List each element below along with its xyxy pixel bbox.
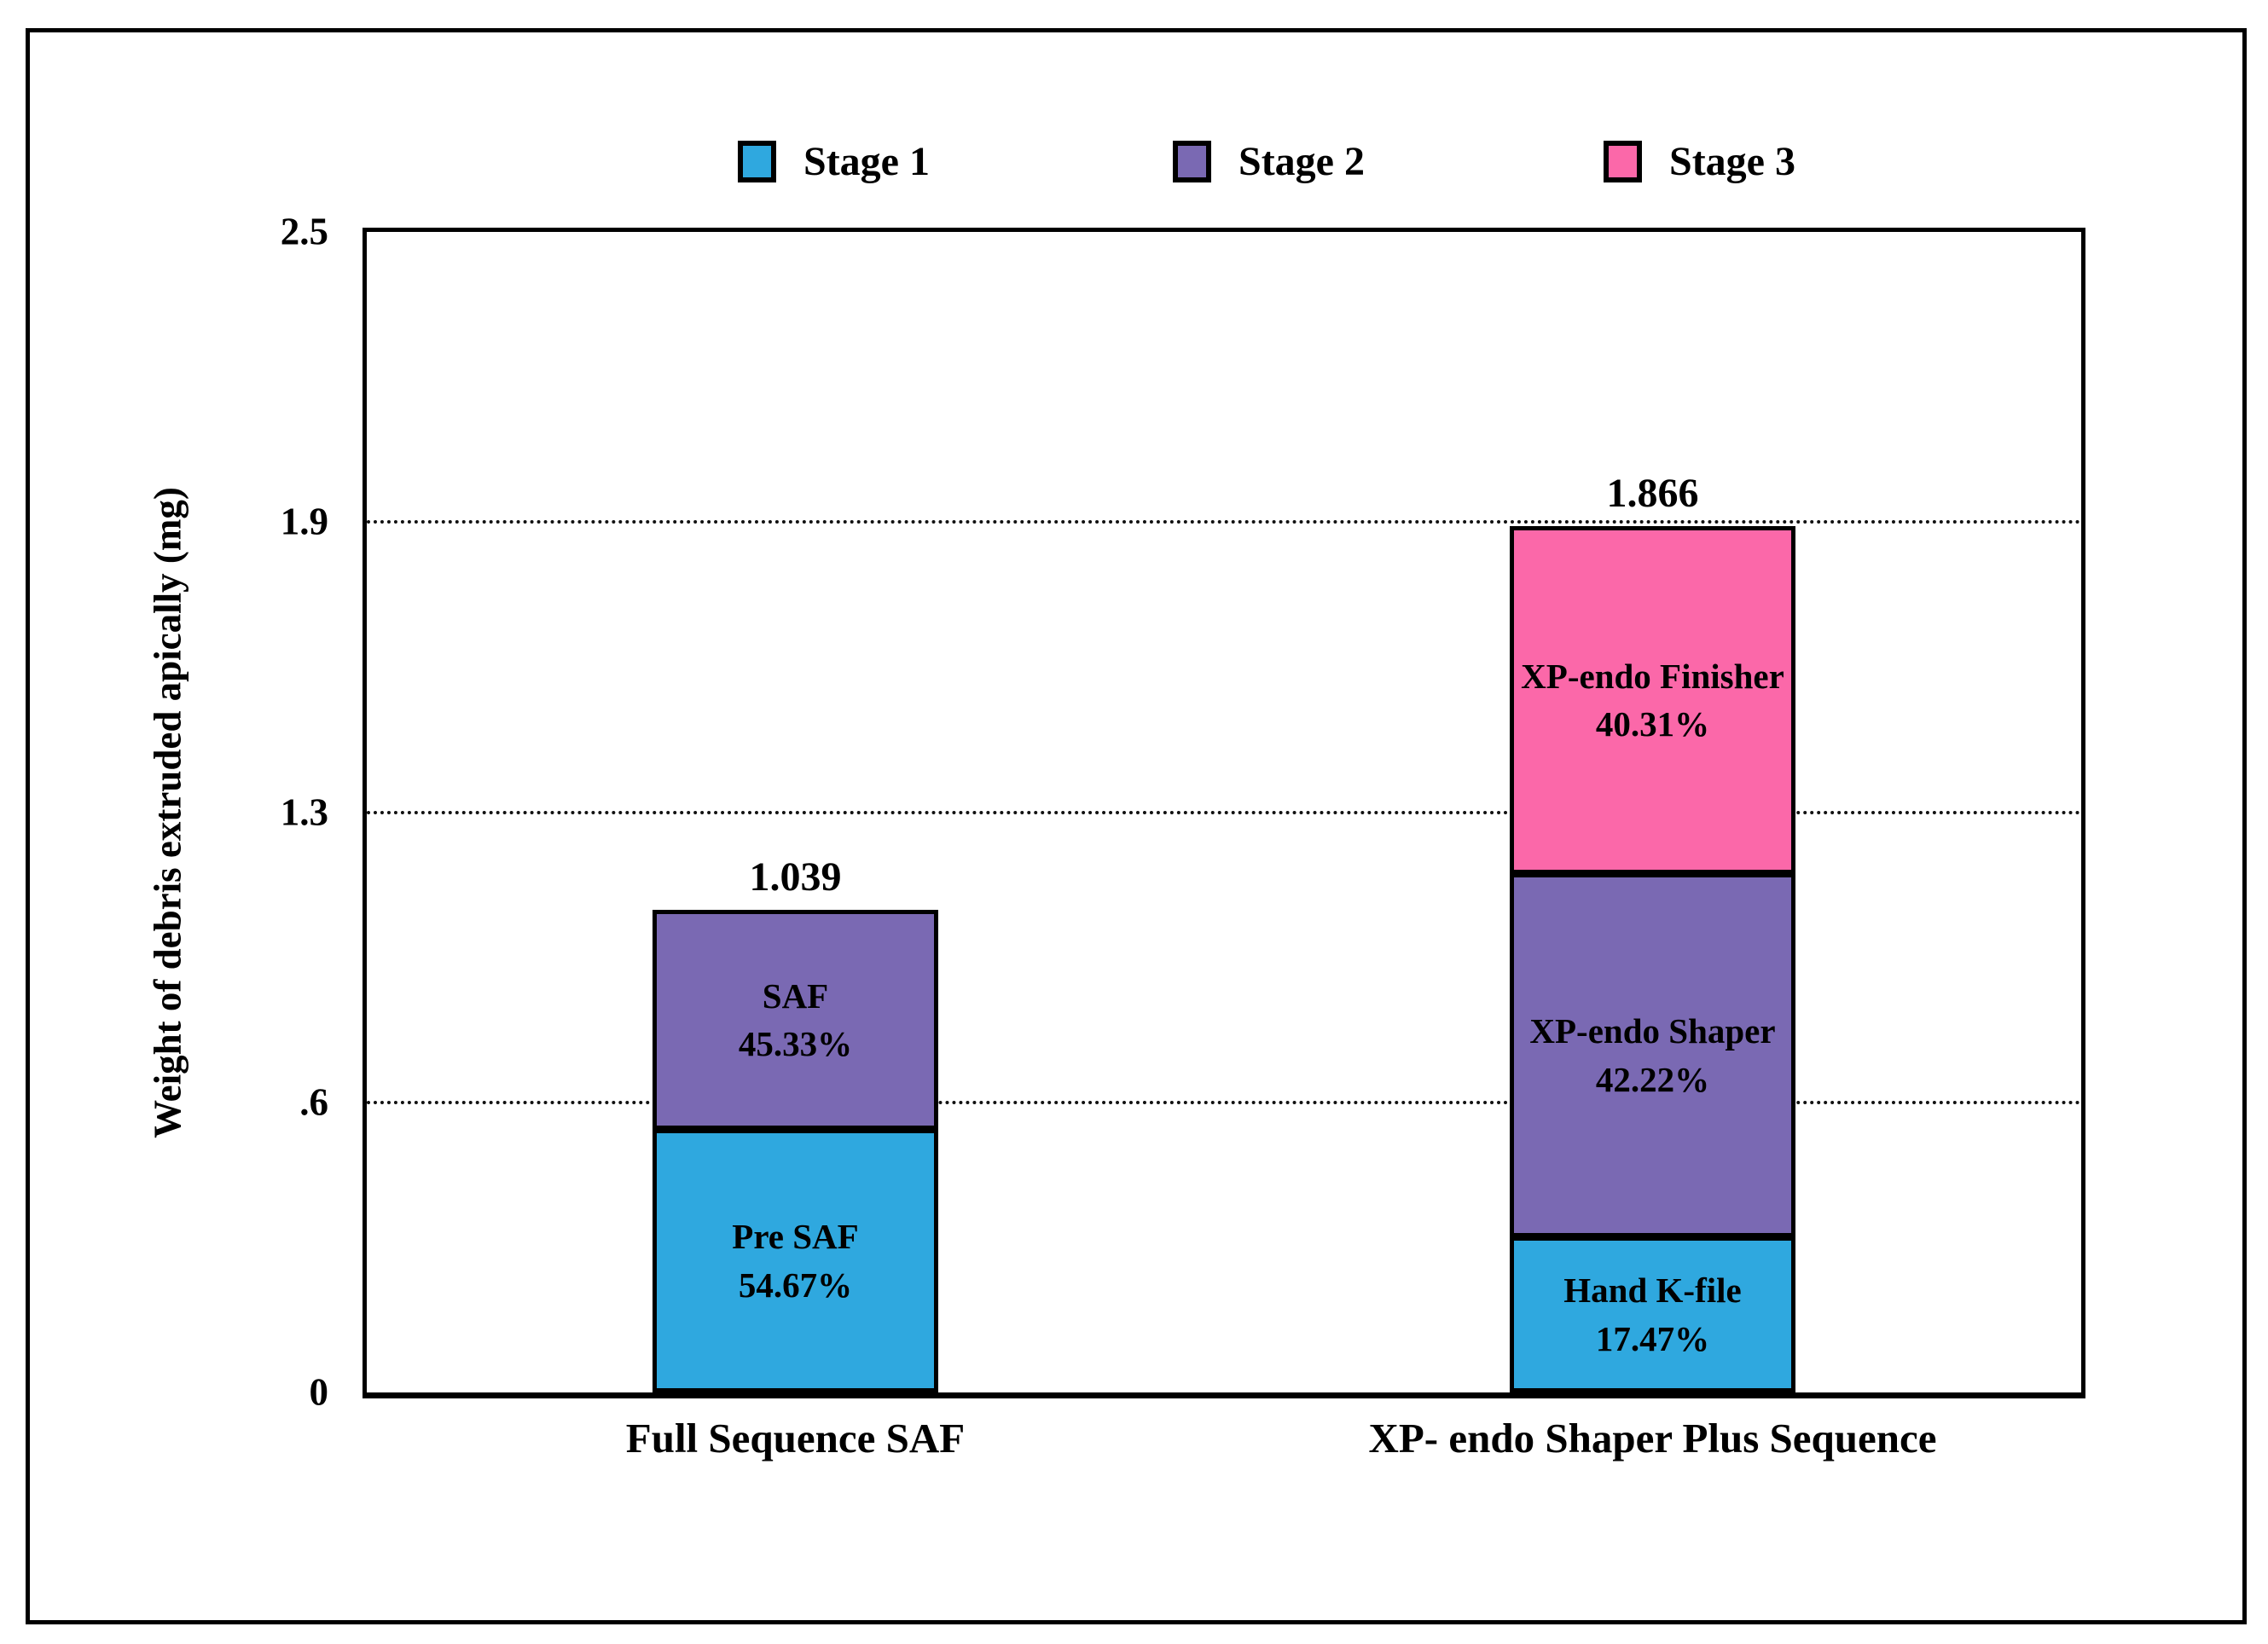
segment-percent: 17.47% bbox=[1595, 1318, 1710, 1358]
x-category-label: XP- endo Shaper Plus Sequence bbox=[1368, 1415, 1937, 1462]
y-tick-label: 1.9 bbox=[280, 500, 328, 543]
gridline bbox=[367, 1100, 2081, 1104]
segment-name: SAF bbox=[762, 975, 829, 1016]
x-category-label: Full Sequence SAF bbox=[625, 1415, 966, 1462]
bar-segment: Pre SAF 54.67% bbox=[657, 1133, 934, 1388]
segment-name: XP-endo Shaper bbox=[1529, 1011, 1776, 1051]
y-tick-label: 0 bbox=[309, 1370, 329, 1414]
legend-label: Stage 2 bbox=[1238, 138, 1365, 184]
legend-label: Stage 1 bbox=[803, 138, 930, 184]
y-axis-title: Weight of debris extruded apically (mg) bbox=[146, 487, 189, 1138]
legend-item: Stage 2 bbox=[1173, 141, 1365, 182]
y-tick-label: .6 bbox=[299, 1080, 328, 1124]
plot-inner: SAF 45.33% Pre SAF 54.67% 1.039 XP-endo Finis… bbox=[367, 232, 2081, 1392]
chart-legend: Stage 1 Stage 2 Stage 3 bbox=[0, 141, 2268, 200]
bar-total-label: 1.866 bbox=[1606, 471, 1699, 517]
stacked-bar: XP-endo Finisher 40.31% XP-endo Shaper 42.2… bbox=[1510, 526, 1795, 1392]
segment-name: Pre SAF bbox=[732, 1217, 859, 1256]
segment-percent: 45.33% bbox=[738, 1024, 853, 1064]
y-tick-label: 2.5 bbox=[280, 210, 328, 253]
gridline bbox=[367, 810, 2081, 814]
gridline bbox=[367, 520, 2081, 524]
bar-segment: SAF 45.33% bbox=[657, 914, 934, 1134]
segment-percent: 54.67% bbox=[738, 1265, 853, 1305]
legend-label: Stage 3 bbox=[1669, 138, 1795, 184]
stacked-bar: SAF 45.33% Pre SAF 54.67% bbox=[653, 910, 938, 1392]
bar-segment: XP-endo Finisher 40.31% bbox=[1514, 530, 1791, 878]
bar-segment: Hand K-file 17.47% bbox=[1514, 1241, 1791, 1388]
legend-item: Stage 3 bbox=[1604, 141, 1795, 182]
segment-name: Hand K-file bbox=[1563, 1271, 1742, 1311]
bar-segment: XP-endo Shaper 42.22% bbox=[1514, 877, 1791, 1242]
y-tick-label: 1.3 bbox=[280, 790, 328, 833]
bar-total-label: 1.039 bbox=[749, 854, 842, 900]
plot-area: SAF 45.33% Pre SAF 54.67% 1.039 XP-endo Finis… bbox=[363, 228, 2085, 1398]
segment-percent: 40.31% bbox=[1595, 704, 1710, 744]
segment-name: XP-endo Finisher bbox=[1521, 656, 1784, 696]
legend-swatch-2 bbox=[1173, 141, 1211, 182]
legend-swatch-1 bbox=[738, 141, 776, 182]
segment-percent: 42.22% bbox=[1595, 1059, 1710, 1099]
legend-item: Stage 1 bbox=[738, 141, 930, 182]
legend-swatch-3 bbox=[1604, 141, 1642, 182]
